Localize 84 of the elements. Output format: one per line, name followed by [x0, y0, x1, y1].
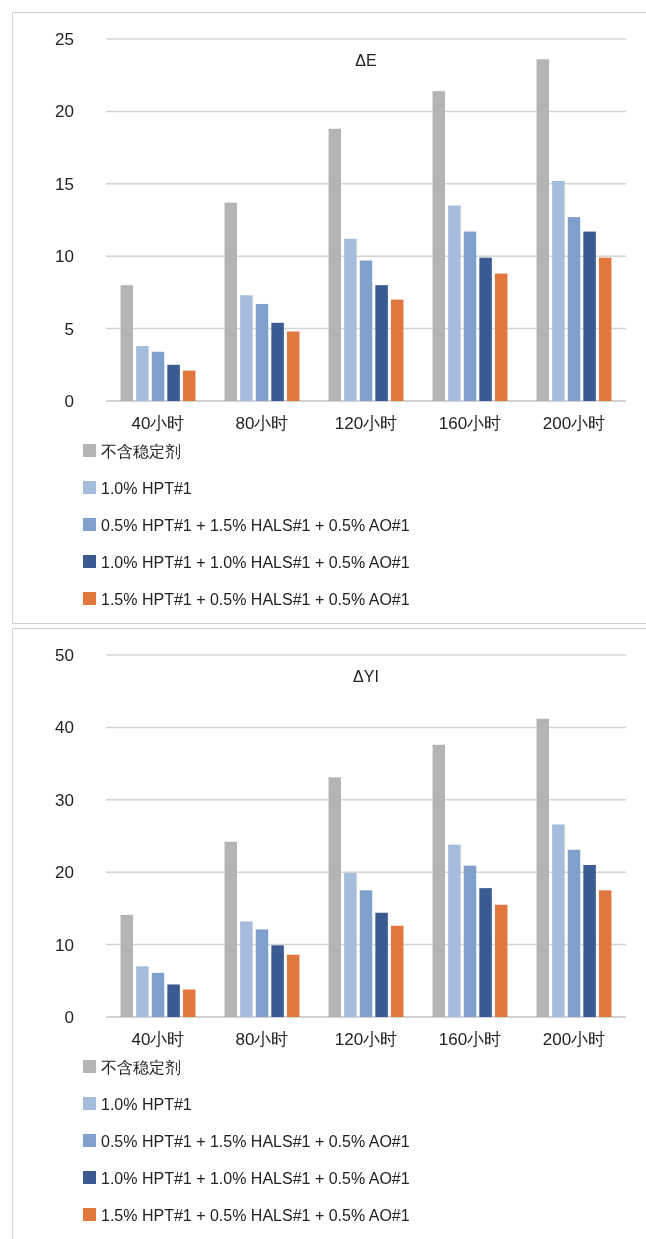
bar — [167, 984, 180, 1017]
bar — [448, 205, 461, 401]
bar — [286, 331, 300, 401]
bar — [494, 904, 508, 1017]
y-tick-label: 20 — [55, 863, 74, 883]
bar — [359, 260, 373, 401]
y-tick-label: 30 — [55, 790, 74, 810]
bar — [598, 890, 612, 1017]
y-tick-label: 0 — [64, 1008, 74, 1027]
bar — [463, 231, 477, 401]
x-tick-label: 40小时 — [131, 1030, 185, 1049]
bar — [390, 925, 404, 1017]
bar — [375, 912, 388, 1017]
x-tick-label: 80小时 — [235, 414, 289, 433]
bar — [479, 888, 492, 1017]
bar — [359, 890, 373, 1017]
bar — [136, 966, 149, 1017]
y-tick-label: 10 — [55, 247, 74, 267]
x-tick-label: 120小时 — [334, 1030, 398, 1049]
bar — [432, 91, 446, 401]
bar — [567, 217, 581, 401]
legend-label: 不含稳定剂 — [101, 443, 181, 460]
legend-label: 1.0% HPT#1 + 1.0% HALS#1 + 0.5% AO#1 — [101, 1170, 410, 1187]
bar — [255, 303, 269, 401]
bar — [286, 954, 300, 1017]
bar — [328, 777, 342, 1017]
bar — [344, 238, 357, 401]
bar — [151, 972, 165, 1017]
legend-label: 不含稳定剂 — [101, 1059, 181, 1076]
text: ΔYI — [353, 668, 379, 685]
y-tick-label: 40 — [55, 718, 74, 738]
legend-label: 0.5% HPT#1 + 1.5% HALS#1 + 0.5% AO#1 — [101, 517, 410, 534]
bar — [552, 824, 565, 1017]
y-tick-label: 5 — [64, 319, 74, 339]
bar — [583, 864, 596, 1017]
y-tick-label: 10 — [55, 935, 74, 955]
bar — [463, 865, 477, 1017]
bar — [240, 295, 253, 401]
x-tick-label: 160小时 — [438, 1030, 502, 1049]
x-tick-label: 200小时 — [542, 414, 606, 433]
bar — [479, 257, 492, 401]
bar — [224, 202, 238, 401]
bar — [432, 744, 446, 1017]
y-tick-label: 50 — [55, 646, 74, 665]
y-tick-label: 25 — [55, 30, 74, 49]
y-tick-label: 0 — [64, 392, 74, 411]
bar — [448, 844, 461, 1017]
x-tick-label: 80小时 — [235, 1030, 289, 1049]
bar — [182, 370, 196, 401]
bar — [536, 718, 550, 1017]
bar — [151, 351, 165, 401]
bar — [552, 180, 565, 401]
bar — [536, 59, 550, 401]
bar — [598, 257, 612, 401]
x-tick-label: 40小时 — [131, 414, 185, 433]
y-tick-label: 15 — [55, 174, 74, 194]
bar — [328, 128, 342, 401]
y-tick-label: 20 — [55, 102, 74, 122]
bar — [567, 849, 581, 1017]
bar — [224, 841, 238, 1017]
bar — [271, 945, 284, 1017]
legend-label: 0.5% HPT#1 + 1.5% HALS#1 + 0.5% AO#1 — [101, 1133, 410, 1150]
bar — [494, 273, 508, 401]
legend-label: 1.0% HPT#1 + 1.0% HALS#1 + 0.5% AO#1 — [101, 554, 410, 571]
legend-label: 1.5% HPT#1 + 0.5% HALS#1 + 0.5% AO#1 — [101, 1207, 410, 1224]
legend-label: 1.5% HPT#1 + 0.5% HALS#1 + 0.5% AO#1 — [101, 591, 410, 608]
bar — [375, 285, 388, 401]
x-tick-label: 120小时 — [334, 414, 398, 433]
x-tick-label: 160小时 — [438, 414, 502, 433]
bar — [240, 921, 253, 1017]
bar — [182, 989, 196, 1017]
x-tick-label: 200小时 — [542, 1030, 606, 1049]
bar — [136, 345, 149, 401]
legend-label: 1.0% HPT#1 — [101, 480, 192, 497]
bar — [255, 929, 269, 1017]
text: ΔE — [355, 52, 377, 69]
bar — [583, 231, 596, 401]
bar — [120, 914, 134, 1017]
bar — [344, 872, 357, 1017]
bar — [271, 322, 284, 401]
bar — [120, 285, 134, 401]
bar — [167, 364, 180, 401]
legend-label: 1.0% HPT#1 — [101, 1096, 192, 1113]
bar — [390, 299, 404, 401]
